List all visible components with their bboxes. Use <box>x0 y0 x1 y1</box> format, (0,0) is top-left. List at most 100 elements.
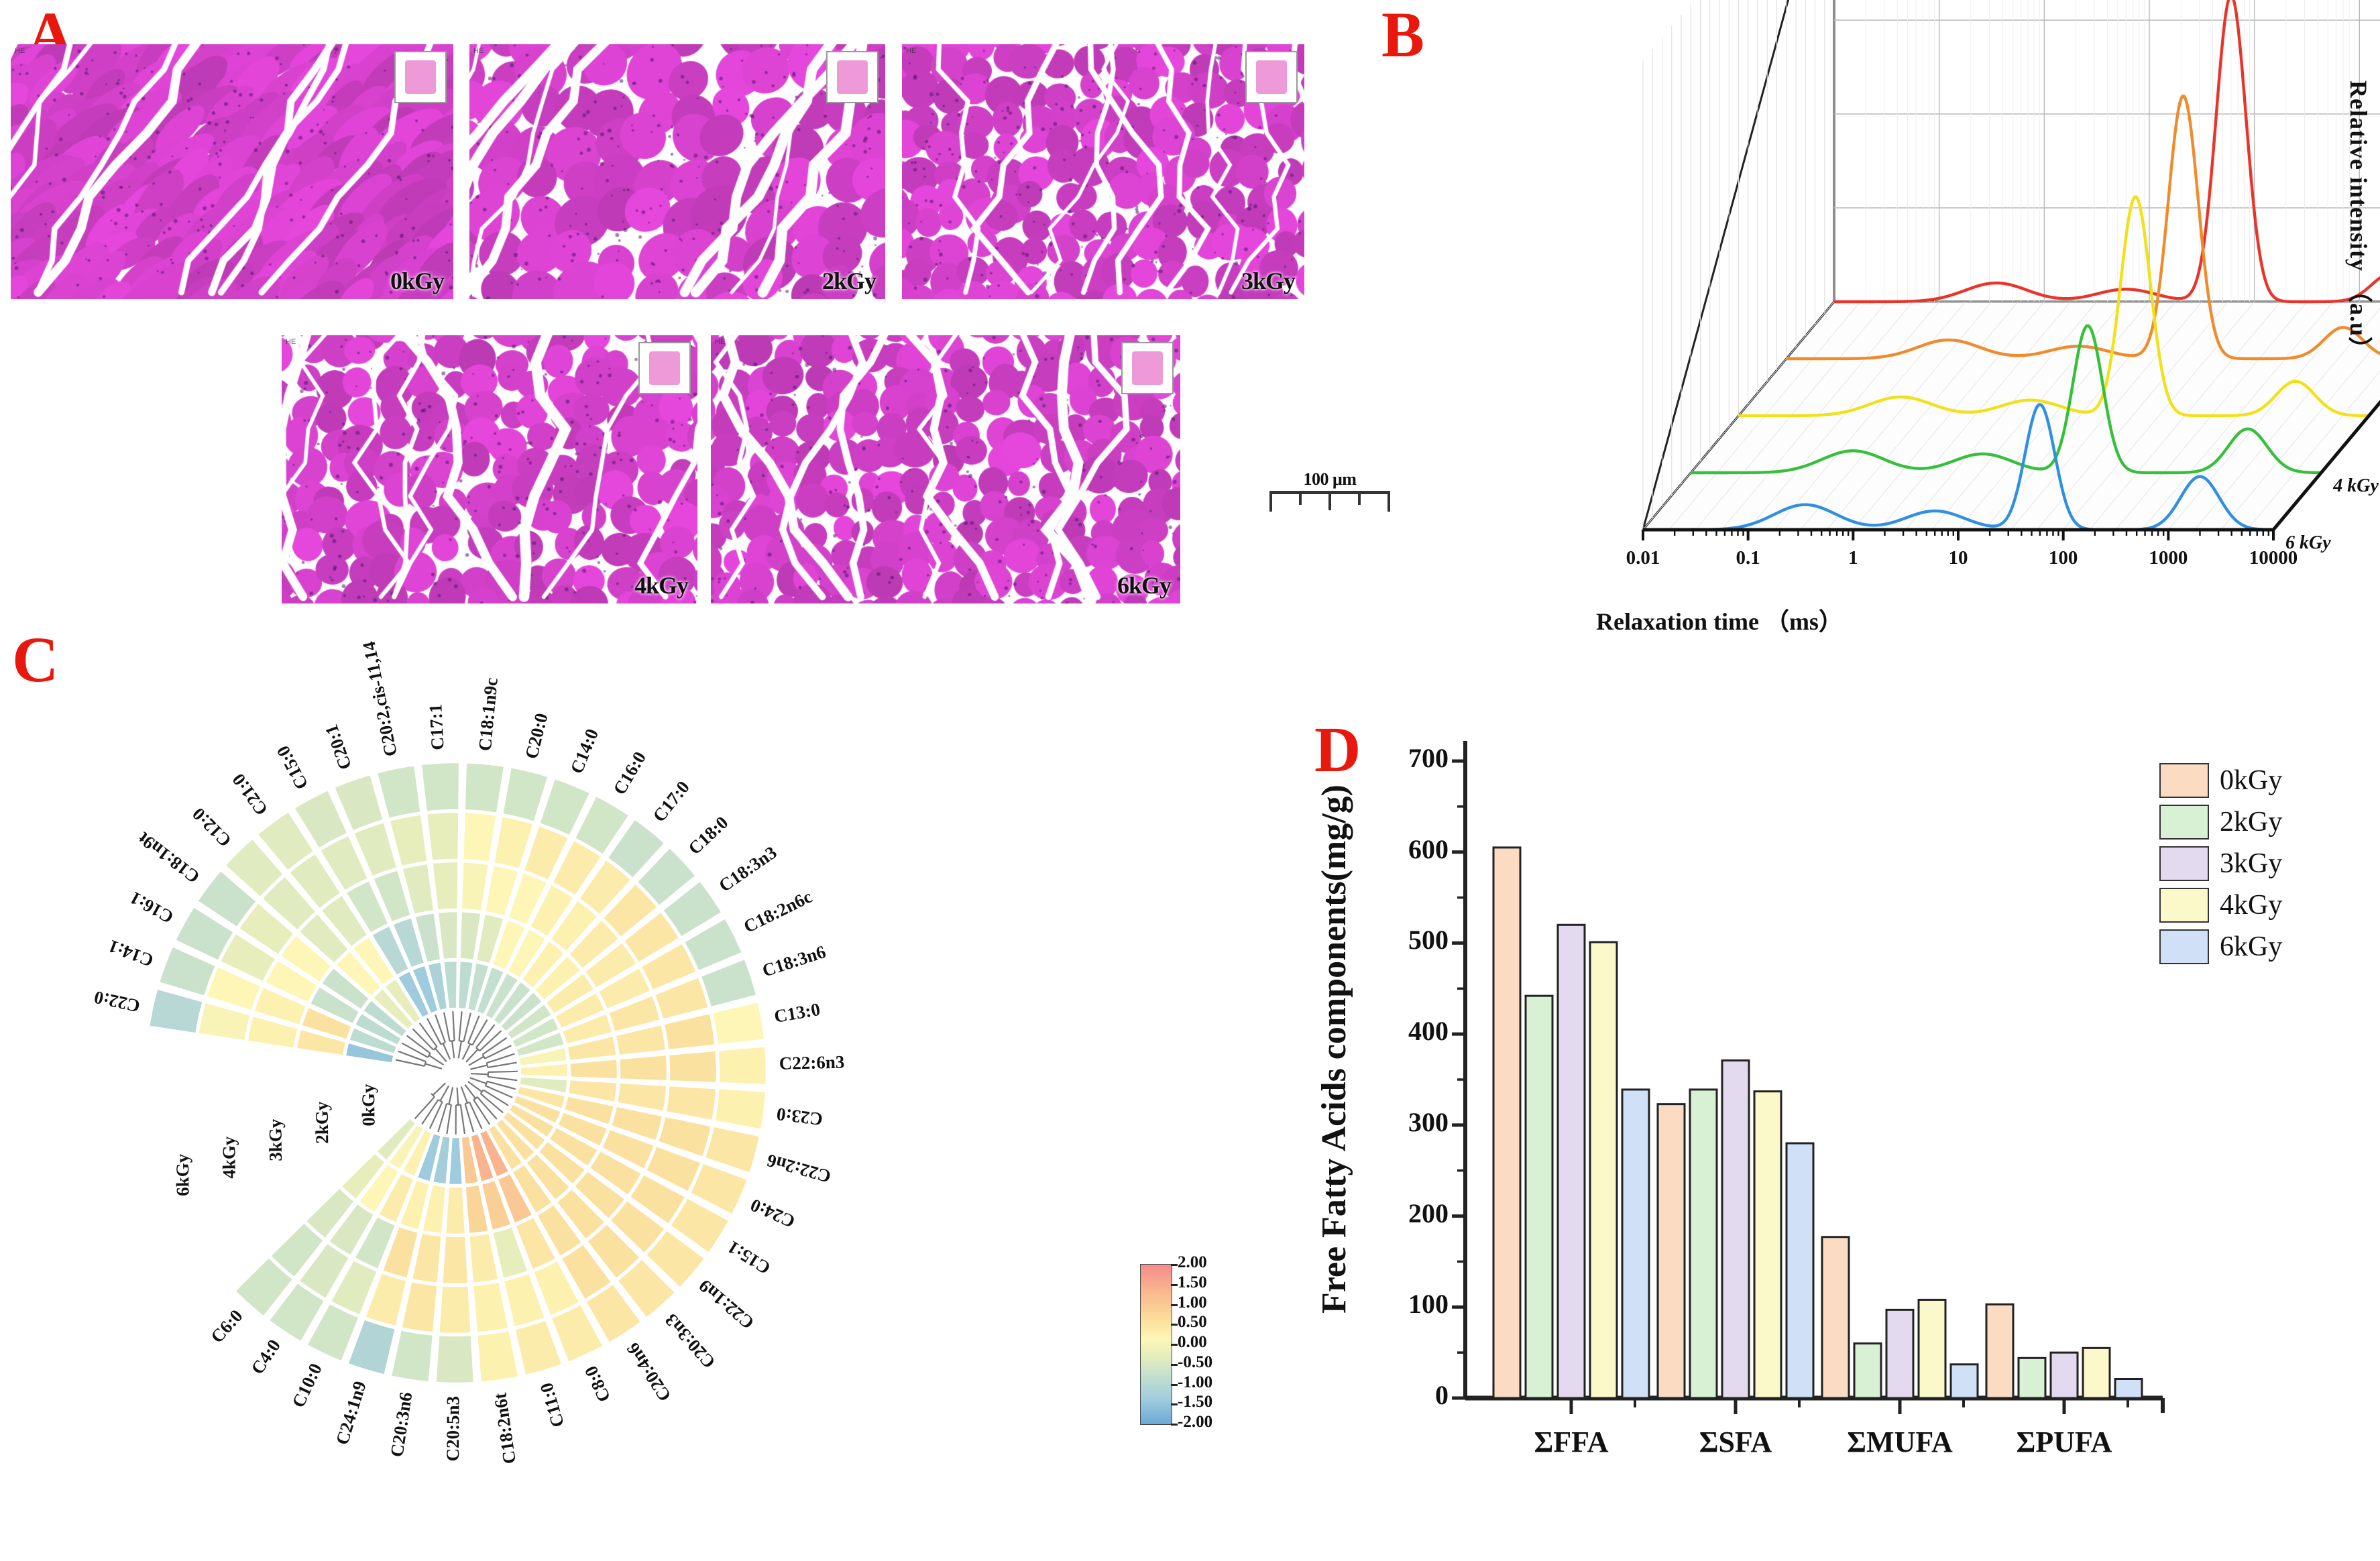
colorbar-tick-6: -1.00 <box>1178 1373 1213 1391</box>
d-xtick-3: ΣPUFA <box>2016 1426 2112 1458</box>
tissue-canvas <box>282 335 697 603</box>
b-axis-label-x: Relaxation time （ms） <box>1596 608 1843 635</box>
image-corner-text: HE <box>715 338 726 346</box>
bar-ΣMUFA-4kGy <box>1917 1298 1947 1399</box>
colorbar-tickmark <box>1171 1304 1178 1306</box>
sample-thumb <box>1132 351 1163 385</box>
d-ytick-300: 300 <box>1408 1106 1449 1137</box>
legend-swatch-4kGy <box>2159 888 2209 923</box>
heatmap-category-label: C22:2n6 <box>764 1150 833 1187</box>
histology-image-4kgy: HE 4kGy <box>282 335 697 603</box>
heatmap-category-label: C18:1n9t <box>134 828 203 887</box>
colorbar-tickmark <box>1171 1283 1178 1286</box>
thumbnail-inset <box>394 51 447 103</box>
histology-image-0kgy: HE 0kGy <box>11 44 453 299</box>
legend-label-0kGy: 0kGy <box>2220 765 2283 796</box>
colorbar-tickmark <box>1171 1424 1178 1426</box>
bar-ΣPUFA-3kGy <box>2049 1351 2079 1399</box>
legend-item-3kGy[interactable]: 3kGy <box>2159 846 2282 881</box>
legend-item-2kGy[interactable]: 2kGy <box>2159 805 2282 840</box>
nmr-3d-waterfall-plot <box>1641 0 2380 540</box>
panel-d-ffa-barchart: D Free Fatty Acids components(mg/g) 0kGy… <box>1308 644 2380 1561</box>
legend-label-3kGy: 3kGy <box>2220 848 2283 879</box>
heatmap-category-label: C16:1 <box>127 888 177 928</box>
heatmap-category-label: C24:0 <box>747 1195 797 1232</box>
legend-swatch-3kGy <box>2159 846 2209 881</box>
d-legend: 0kGy 2kGy 3kGy 4kGy 6kGy <box>2159 763 2282 971</box>
heatmap-category-label: C17:0 <box>648 777 693 826</box>
heatmap-category-label: C18:3n3 <box>715 842 780 896</box>
legend-label-6kGy: 6kGy <box>2220 931 2283 962</box>
heatmap-ring-label-2kGy: 2kGy <box>312 1101 333 1144</box>
bar-ΣMUFA-3kGy <box>1885 1308 1915 1399</box>
panel-c-circular-heatmap: C C22:0 C14:1 C16:1 C18:1n9t C12:0 C21:0 C15:0… <box>0 603 1308 1561</box>
legend-label-4kGy: 4kGy <box>2220 890 2283 921</box>
b-series-label-6kGy: 6 kGy <box>2285 532 2331 553</box>
heatmap-category-label: C6:0 <box>207 1306 246 1346</box>
legend-item-4kGy[interactable]: 4kGy <box>2159 888 2282 923</box>
dose-label-0kgy: 0kGy <box>390 268 445 294</box>
tissue-canvas <box>11 44 453 299</box>
heatmap-category-label: C12:0 <box>188 804 235 851</box>
dose-label-4kgy: 4kGy <box>634 572 689 599</box>
heatmap-category-label: C10:0 <box>288 1361 326 1411</box>
heatmap-category-label: C20:3n3 <box>661 1310 719 1372</box>
heatmap-category-label: C18:1n9c <box>475 677 502 752</box>
image-corner-text: HE <box>286 338 296 346</box>
heatmap-category-label: C14:1 <box>106 936 156 971</box>
sample-thumb <box>1256 60 1287 94</box>
d-ytick-100: 100 <box>1408 1289 1449 1320</box>
tissue-canvas <box>469 44 885 299</box>
panel-a-histology: A HE 0kGy HE 2kGy HE 3kGy HE 4kGy HE 6kG… <box>0 0 1390 644</box>
sample-thumb <box>649 351 680 385</box>
bar-ΣFFA-3kGy <box>1556 923 1586 1399</box>
heatmap-category-label: C20:2,cis-11,14 <box>359 640 401 758</box>
d-ytick-200: 200 <box>1408 1198 1449 1228</box>
image-corner-text: HE <box>15 47 25 55</box>
d-ytick-400: 400 <box>1408 1016 1449 1047</box>
colorbar-tick-4: 0.00 <box>1178 1333 1207 1351</box>
b-xtick-2: 1 <box>1848 547 1858 569</box>
heatmap-category-label: C8:0 <box>581 1363 614 1405</box>
b-series-label-4kGy: 4 kGy <box>2333 475 2379 496</box>
heatmap-ring-label-4kGy: 4kGy <box>219 1136 239 1179</box>
legend-item-6kGy[interactable]: 6kGy <box>2159 929 2282 964</box>
bar-ΣMUFA-2kGy <box>1853 1342 1882 1399</box>
heatmap-category-label: C17:1 <box>425 703 447 750</box>
bar-ΣPUFA-0kGy <box>1985 1303 2015 1399</box>
tissue-canvas <box>711 335 1180 603</box>
image-corner-text: HE <box>473 47 484 55</box>
colorbar-tick-5: -0.50 <box>1178 1352 1213 1371</box>
scale-bar-rule <box>1269 491 1390 512</box>
bar-ΣFFA-4kGy <box>1589 941 1618 1399</box>
thumbnail-inset <box>1121 342 1174 394</box>
bar-ΣPUFA-2kGy <box>2017 1356 2047 1399</box>
colorbar-tickmark <box>1171 1363 1178 1366</box>
heatmap-category-label: C22:0 <box>93 987 142 1017</box>
colorbar-tickmark <box>1171 1403 1178 1406</box>
scale-bar-label: 100 μm <box>1303 469 1357 489</box>
thumbnail-inset <box>826 51 879 103</box>
b-xtick-6: 10000 <box>2249 547 2298 569</box>
histology-image-2kgy: HE 2kGy <box>469 44 885 299</box>
colorbar-tickmark <box>1171 1383 1178 1386</box>
bar-ΣFFA-6kGy <box>1621 1088 1650 1399</box>
heatmap-ring-label-3kGy: 3kGy <box>265 1118 286 1161</box>
heatmap-category-label: C21:0 <box>228 770 272 819</box>
bar-ΣSFA-3kGy <box>1721 1059 1750 1399</box>
bar-ΣSFA-0kGy <box>1656 1103 1686 1399</box>
bar-ΣFFA-2kGy <box>1524 994 1554 1399</box>
heatmap-ring-label-6kGy: 6kGy <box>172 1153 193 1196</box>
d-ytick-700: 700 <box>1408 743 1449 773</box>
colorbar-tickmark <box>1171 1264 1178 1266</box>
b-xtick-5: 1000 <box>2149 547 2188 569</box>
heatmap-category-label: C23:0 <box>775 1104 824 1129</box>
heatmap-category-label: C20:0 <box>521 711 552 761</box>
b-xtick-0: 0.01 <box>1626 547 1660 569</box>
thumbnail-inset <box>638 342 691 394</box>
dose-label-6kgy: 6kGy <box>1117 572 1172 599</box>
heatmap-category-label: C11:0 <box>536 1381 568 1430</box>
heatmap-category-label: C20:5n3 <box>443 1396 463 1462</box>
legend-item-0kGy[interactable]: 0kGy <box>2159 763 2282 798</box>
d-xtick-0: ΣFFA <box>1534 1426 1609 1458</box>
